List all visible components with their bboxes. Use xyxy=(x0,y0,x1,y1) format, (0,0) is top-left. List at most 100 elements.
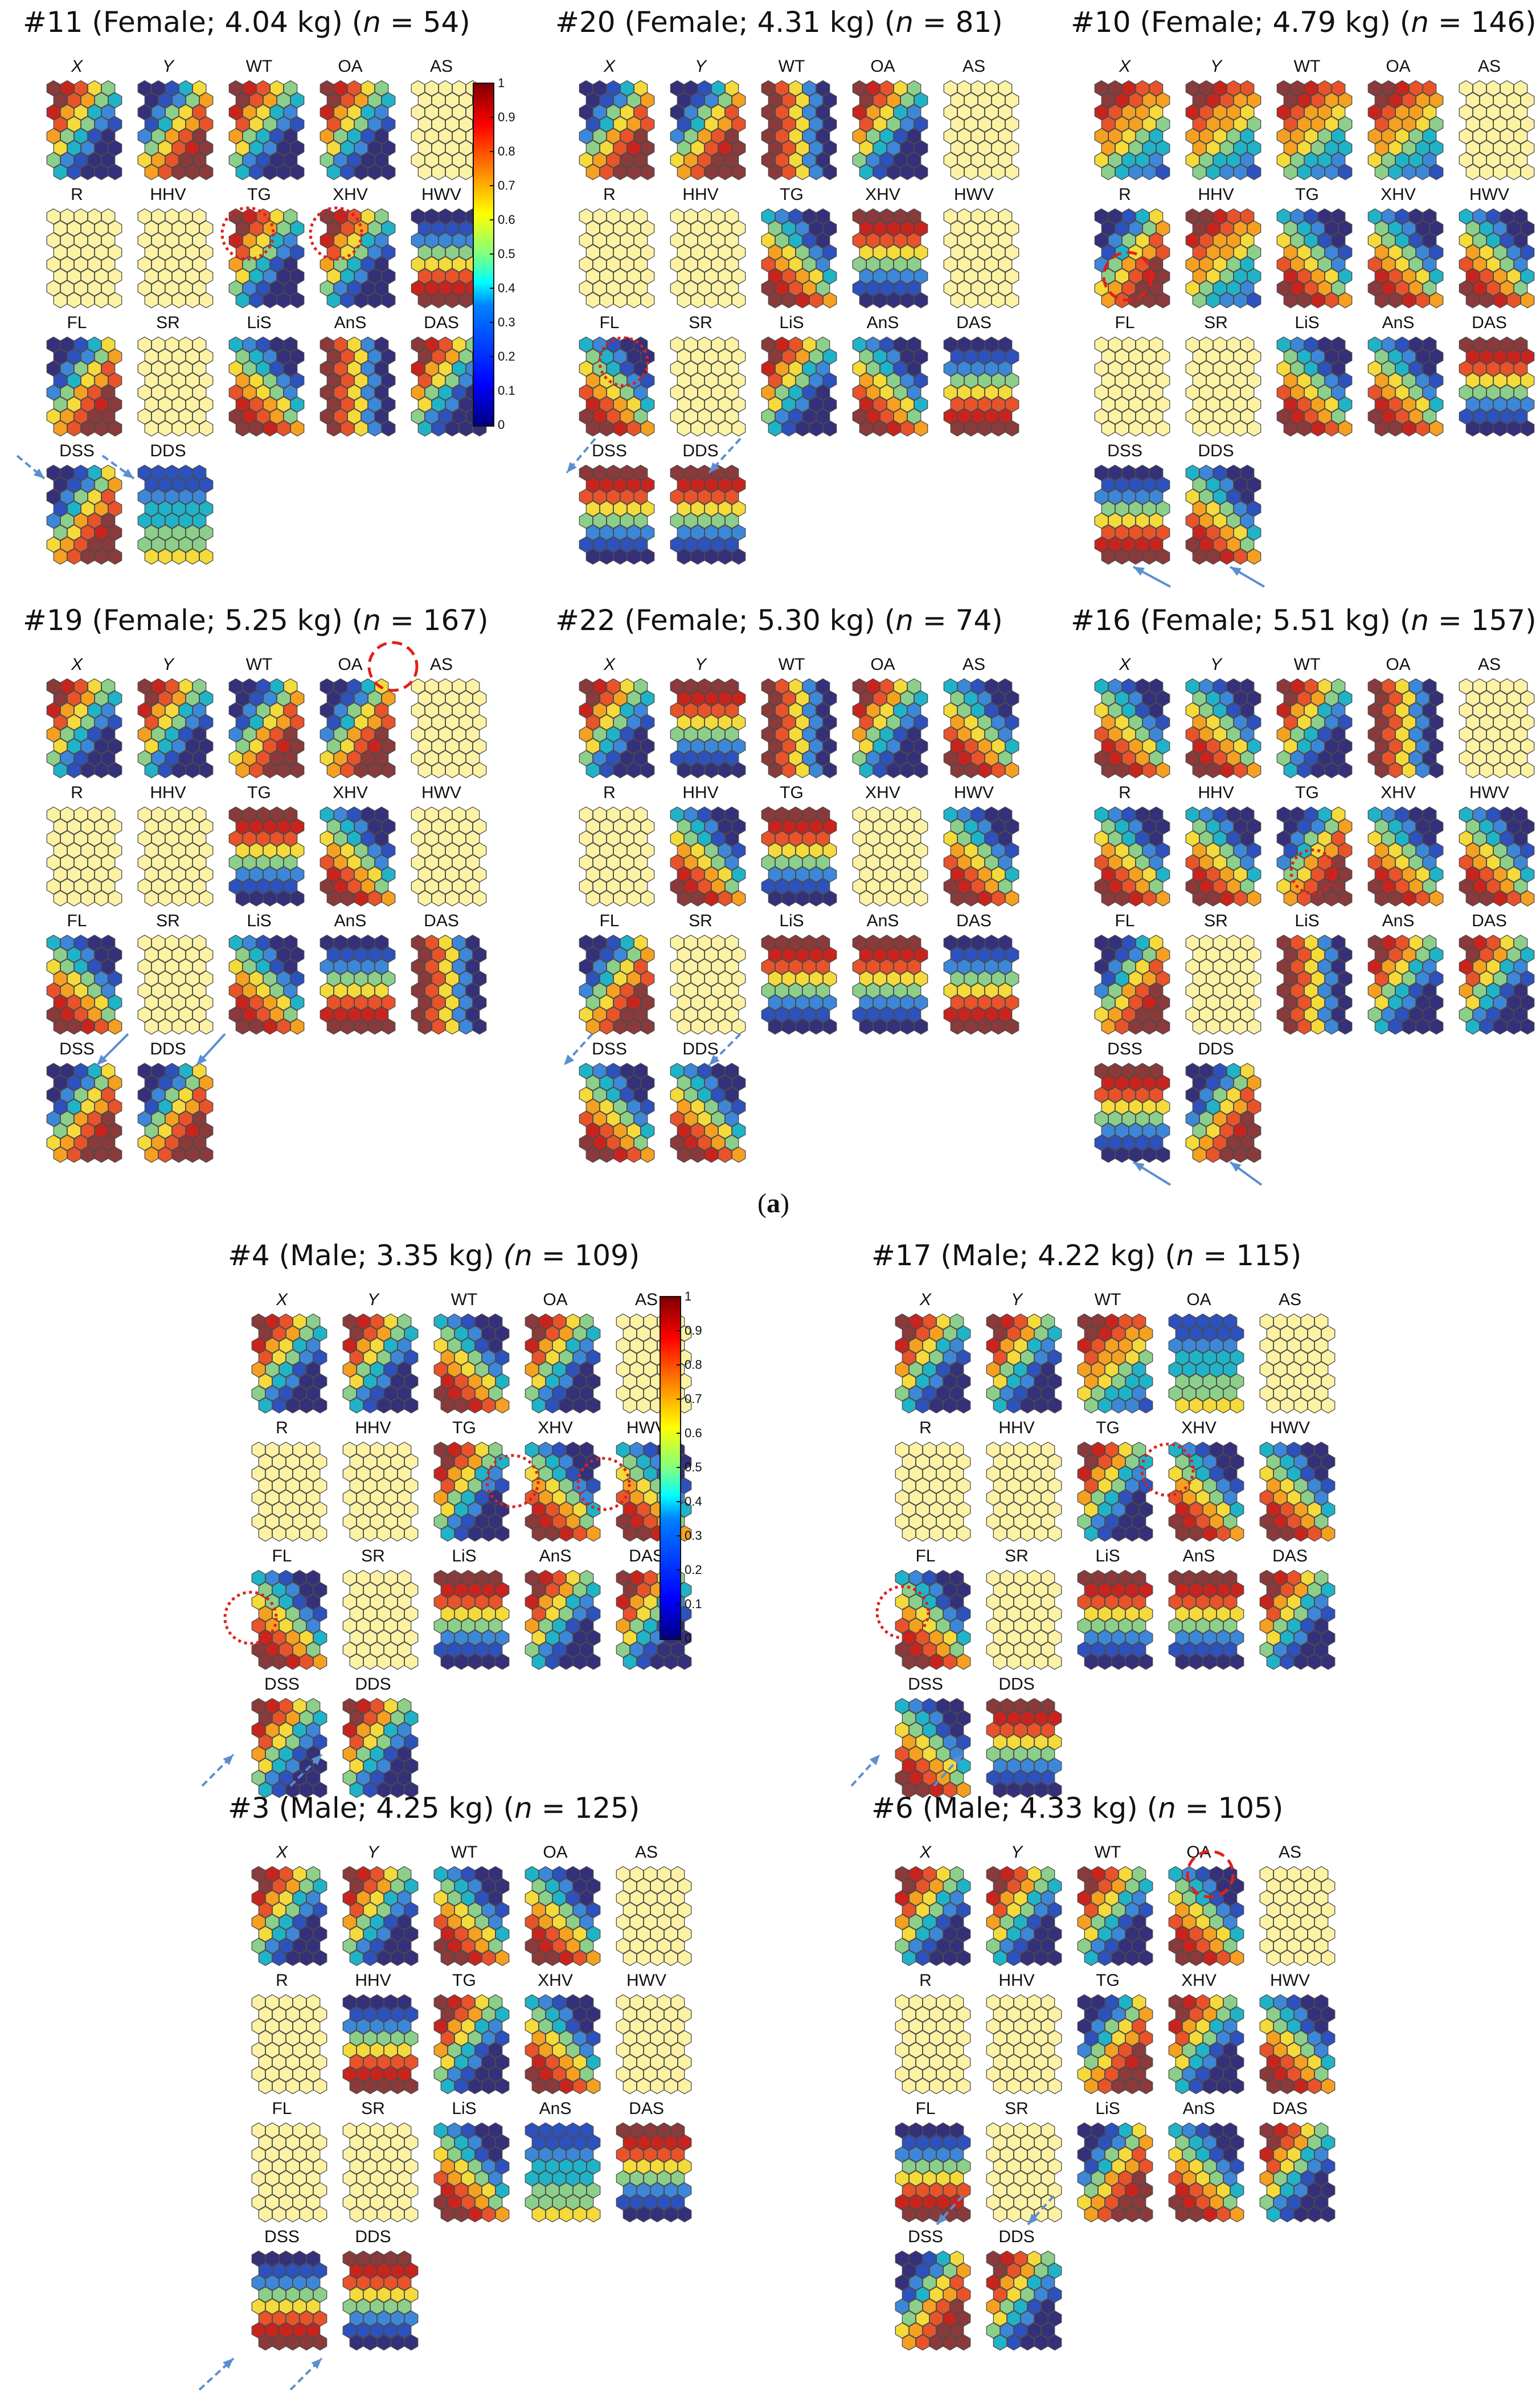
component-plane-as: AS xyxy=(1458,57,1540,181)
hex-node xyxy=(1283,890,1298,907)
component-plane-label: HWV xyxy=(954,783,994,802)
hex-node xyxy=(572,1525,587,1542)
hex-node xyxy=(900,163,915,181)
hex-node xyxy=(1422,360,1437,377)
component-plane-label: DSS xyxy=(1107,1040,1142,1058)
hex-node xyxy=(283,726,298,743)
hex-node xyxy=(1206,292,1220,309)
component-plane-hhv: HHV xyxy=(137,185,222,309)
hexagonal-som-map xyxy=(46,806,122,907)
component-plane-label: TG xyxy=(247,185,271,204)
component-plane-x: X xyxy=(1093,655,1179,779)
hex-node xyxy=(585,890,600,907)
hexagonal-som-map xyxy=(1185,806,1262,907)
hex-node xyxy=(472,762,487,779)
hex-node xyxy=(199,116,214,133)
hex-node xyxy=(1156,116,1170,133)
hex-node xyxy=(914,762,928,779)
component-plane-label: R xyxy=(71,185,83,204)
hex-node xyxy=(822,420,837,437)
component-plane-label: R xyxy=(1119,783,1131,802)
hex-node xyxy=(1283,420,1298,437)
hex-node xyxy=(1429,420,1444,437)
component-plane-label: AS xyxy=(1477,57,1501,76)
hexagonal-som-map xyxy=(1185,678,1262,779)
hex-node xyxy=(914,348,928,365)
hex-node xyxy=(1513,408,1528,425)
hex-node xyxy=(108,866,122,883)
component-plane-label: TG xyxy=(452,1418,476,1437)
hex-node xyxy=(108,714,122,731)
hex-node xyxy=(290,890,305,907)
hexagonal-som-map xyxy=(46,208,122,309)
hex-node xyxy=(1142,762,1157,779)
hex-node xyxy=(67,762,81,779)
component-plane-label: FL xyxy=(599,313,620,332)
hex-node xyxy=(914,890,928,907)
hex-node xyxy=(1101,420,1116,437)
hex-node xyxy=(1156,348,1170,365)
hex-node xyxy=(1338,268,1353,285)
hex-node xyxy=(731,372,746,389)
hexagonal-som-map xyxy=(433,1441,510,1542)
component-plane-dds: DDS xyxy=(669,1040,755,1163)
hex-node xyxy=(67,420,81,437)
component-plane-dss: DSS xyxy=(46,441,131,565)
component-plane-tg: TG xyxy=(228,185,313,309)
hex-node xyxy=(795,890,810,907)
hex-node xyxy=(108,690,122,707)
hex-node xyxy=(636,1397,651,1414)
hex-node xyxy=(1402,762,1416,779)
hex-node xyxy=(101,536,116,553)
hexagonal-som-map xyxy=(1185,80,1262,181)
hexagonal-som-map xyxy=(320,336,396,437)
hex-node xyxy=(768,1018,783,1035)
hex-node xyxy=(991,163,1006,181)
hex-node xyxy=(101,80,116,97)
hex-node xyxy=(640,292,655,309)
hexagonal-som-map xyxy=(1367,80,1444,181)
hex-node xyxy=(795,292,810,309)
hex-node xyxy=(101,128,116,145)
hex-node xyxy=(640,762,655,779)
component-plane-label: DAS xyxy=(1472,911,1507,930)
hex-node xyxy=(731,92,746,109)
component-plane-label: OA xyxy=(870,655,895,674)
hex-node xyxy=(1465,163,1480,181)
component-plane-hwv: HWV xyxy=(1458,783,1540,907)
hex-node xyxy=(677,292,691,309)
hex-node xyxy=(192,878,207,895)
hex-node xyxy=(101,854,116,871)
hex-node xyxy=(781,890,796,907)
hex-node xyxy=(822,890,837,907)
hex-node xyxy=(998,80,1013,97)
hex-node xyxy=(192,384,207,401)
hex-node xyxy=(465,726,480,743)
hex-node xyxy=(472,1018,487,1035)
hex-node xyxy=(950,292,965,309)
hex-node xyxy=(1128,890,1143,907)
hex-node xyxy=(998,256,1013,273)
hex-node xyxy=(1338,140,1353,157)
hex-node xyxy=(1247,348,1262,365)
hex-node xyxy=(950,163,965,181)
hex-node xyxy=(108,268,122,285)
hex-node xyxy=(276,163,291,181)
hex-node xyxy=(458,420,473,437)
hex-node xyxy=(626,420,641,437)
component-plane-label: WT xyxy=(1293,57,1321,76)
component-plane-tg: TG xyxy=(433,1418,518,1542)
hex-node xyxy=(873,420,887,437)
hexagonal-som-map xyxy=(320,208,396,309)
component-plane-label: DDS xyxy=(150,1040,186,1058)
hex-node xyxy=(900,1018,915,1035)
hex-node xyxy=(1513,104,1528,121)
component-plane-dds: DDS xyxy=(669,441,755,565)
component-plane-lis: LiS xyxy=(760,313,846,437)
component-plane-label: R xyxy=(1119,185,1131,204)
hex-node xyxy=(144,420,159,437)
hex-node xyxy=(258,1525,273,1542)
hex-node xyxy=(53,548,68,565)
component-plane-label: SR xyxy=(156,313,180,332)
hex-node xyxy=(340,420,355,437)
